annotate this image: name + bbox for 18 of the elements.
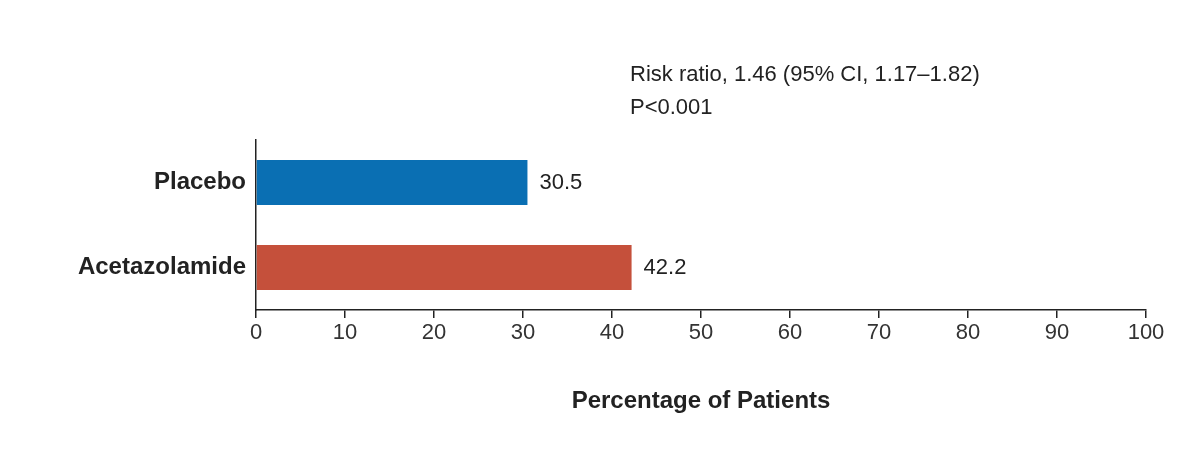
data-label: 42.2 xyxy=(643,253,687,279)
x-tick-label: 90 xyxy=(1044,319,1070,345)
text: Risk ratio, 1.46 (95% CI, 1.17–1.82) xyxy=(630,61,980,87)
x-axis-title: Percentage of Patients xyxy=(571,386,831,414)
x-tick-label: 50 xyxy=(688,319,714,345)
y-tick-label: Placebo xyxy=(153,167,246,195)
data-label: 30.5 xyxy=(539,168,583,194)
x-tick-label: 80 xyxy=(955,319,981,345)
x-tick-label: 20 xyxy=(421,319,447,345)
x-tick-label: 60 xyxy=(777,319,803,345)
text: P<0.001 xyxy=(630,94,713,120)
x-tick-label: 100 xyxy=(1127,319,1165,345)
x-tick-label: 10 xyxy=(332,319,358,345)
y-tick-label: Acetazolamide xyxy=(77,252,246,280)
x-tick-label: 0 xyxy=(249,319,263,345)
x-tick-label: 40 xyxy=(599,319,625,345)
x-tick-label: 70 xyxy=(866,319,892,345)
x-tick-label: 30 xyxy=(510,319,536,345)
